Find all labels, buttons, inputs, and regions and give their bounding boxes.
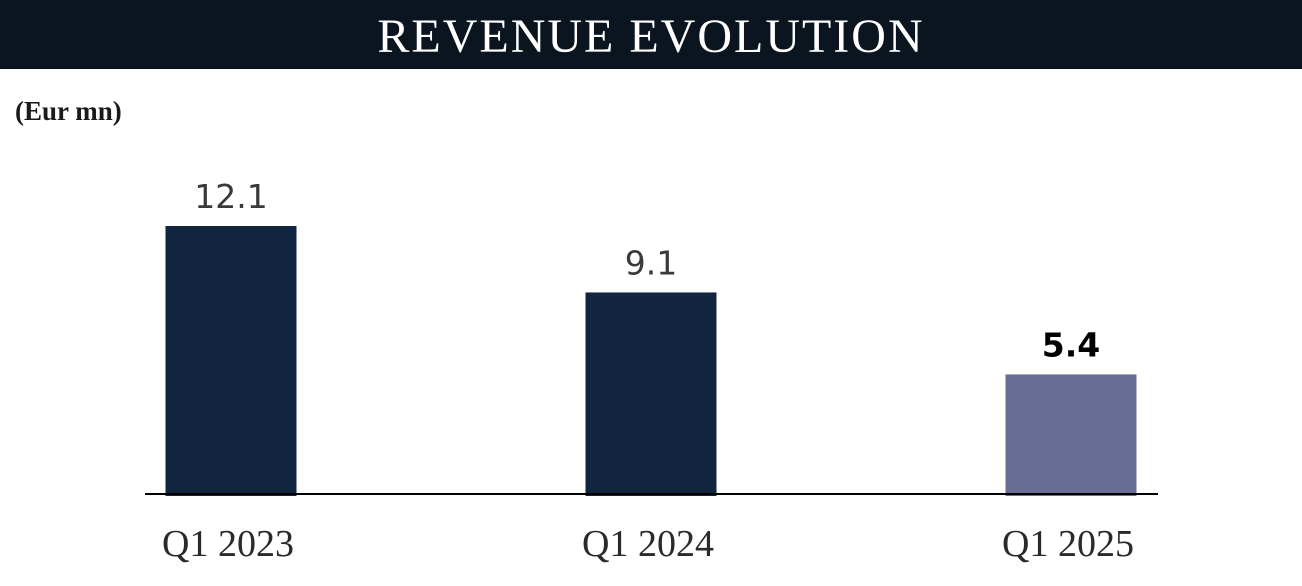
value-label: 9.1 [625, 243, 677, 282]
chart-title: REVENUE EVOLUTION [377, 9, 925, 63]
title-banner: REVENUE EVOLUTION [0, 0, 1302, 69]
value-label: 5.4 [1042, 325, 1100, 364]
bar-q1-2023 [165, 226, 297, 496]
unit-label: (Eur mn) [15, 96, 122, 126]
value-label: 12.1 [194, 177, 267, 216]
labels-group: 12.1 Q1 2023 9.1 Q1 2024 5.4 Q1 2025 [162, 177, 1134, 565]
bars-group [165, 226, 1137, 496]
category-label: Q1 2025 [1002, 523, 1134, 565]
category-label: Q1 2024 [582, 523, 714, 565]
bar-q1-2024 [585, 292, 717, 496]
category-label: Q1 2023 [162, 523, 294, 565]
bar-q1-2025 [1005, 374, 1137, 496]
